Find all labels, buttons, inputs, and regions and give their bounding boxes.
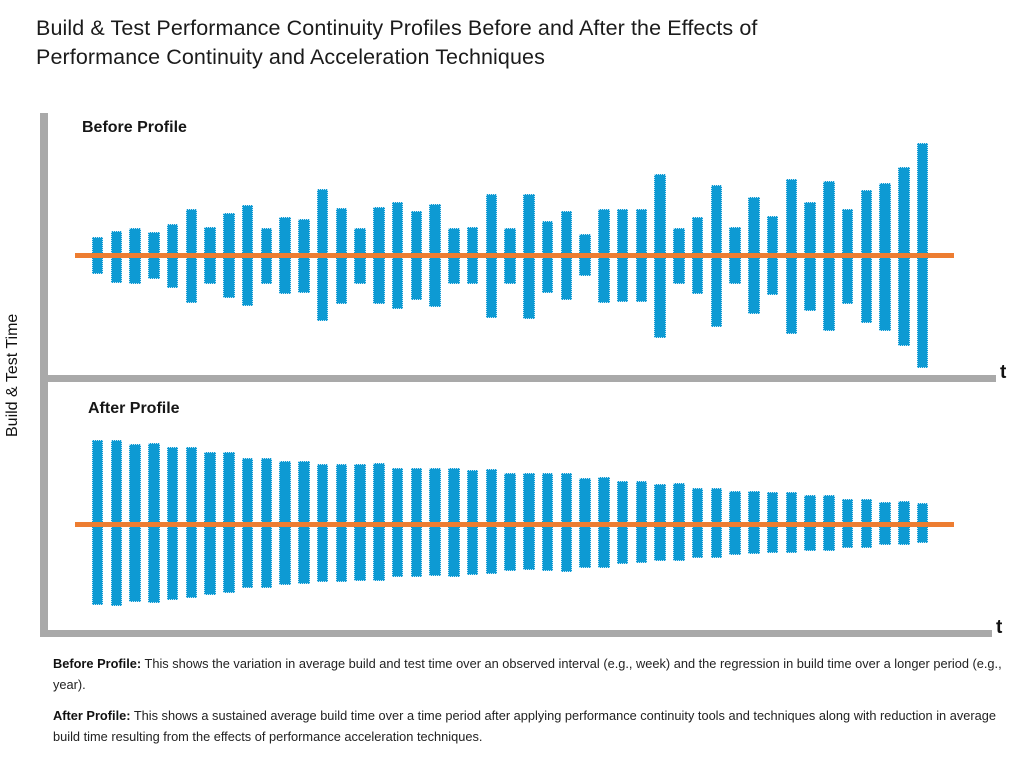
y-axis-label: Build & Test Time <box>4 313 21 437</box>
bar <box>748 490 760 554</box>
before-profile-label: Before Profile <box>82 119 187 136</box>
bar <box>673 482 685 561</box>
bar <box>91 439 104 605</box>
after-profile-label: After Profile <box>88 400 180 417</box>
average-build-time-line <box>75 253 954 258</box>
bar <box>785 491 798 553</box>
bar <box>635 480 648 563</box>
bar <box>429 467 441 576</box>
bar <box>504 472 516 571</box>
average-build-time-line <box>75 522 954 527</box>
bar <box>185 446 198 598</box>
after-x-axis-line <box>40 630 992 637</box>
bar <box>448 467 460 577</box>
bar <box>391 467 404 577</box>
bar <box>223 451 235 593</box>
bar <box>654 483 666 561</box>
bar <box>373 462 385 581</box>
bar <box>560 472 573 572</box>
before-x-axis-label: t <box>1000 362 1007 383</box>
after-x-axis-label: t <box>996 617 1003 638</box>
bar <box>541 472 554 571</box>
before-profile-plot <box>48 113 995 375</box>
page-title-line-2: Performance Continuity and Acceleration … <box>36 45 545 69</box>
bar <box>766 491 779 553</box>
page-title-line-1: Build & Test Performance Continuity Prof… <box>36 16 758 40</box>
before-profile-caption: Before Profile: This shows the variation… <box>53 653 1008 695</box>
before-x-axis-line <box>40 375 996 382</box>
captions: Before Profile: This shows the variation… <box>53 653 1008 757</box>
bar <box>410 467 423 577</box>
bar <box>354 463 366 581</box>
bar <box>616 480 629 564</box>
bar <box>466 469 479 575</box>
after-profile-caption: After Profile: This shows a sustained av… <box>53 705 1008 747</box>
before-profile-caption-text: This shows the variation in average buil… <box>53 656 1002 692</box>
bar <box>598 476 610 568</box>
bar <box>523 472 535 570</box>
after-profile-plot <box>48 382 995 630</box>
bar <box>298 460 310 584</box>
before-profile-caption-lead: Before Profile: <box>53 656 142 671</box>
after-profile-caption-text: This shows a sustained average build tim… <box>53 708 996 744</box>
bar <box>485 468 498 574</box>
after-profile-caption-lead: After Profile: <box>53 708 131 723</box>
page-title: Build & Test Performance Continuity Prof… <box>36 14 996 72</box>
